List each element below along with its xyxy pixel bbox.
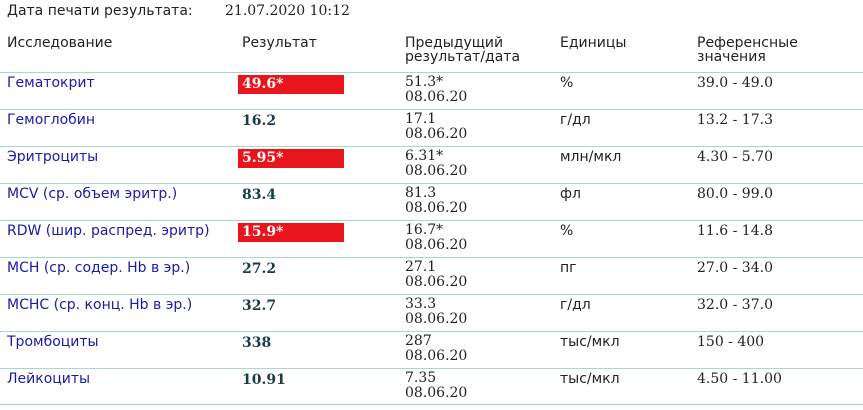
test-name-link[interactable]: MCV (ср. объем эритр.): [7, 186, 178, 202]
table-row: MCHC (ср. конц. Hb в эр.) 32.7 33.3 08.06.2…: [0, 294, 863, 331]
reference-range: 32.0 - 37.0: [697, 297, 773, 313]
test-name-link[interactable]: MCHC (ср. конц. Hb в эр.): [7, 297, 193, 313]
result-value: 5.95*: [238, 149, 344, 168]
table-row: Тромбоциты 338 287 08.06.20 тыс/мкл 150 - 400: [0, 331, 863, 368]
reference-range: 27.0 - 34.0: [697, 260, 773, 276]
previous-value: 16.7*: [405, 222, 444, 238]
header-units: Единицы: [560, 35, 627, 51]
previous-result: 7.35 08.06.20: [405, 371, 467, 401]
previous-date: 08.06.20: [405, 126, 468, 142]
result-value: 27.2: [242, 261, 277, 277]
previous-value: 81.3: [405, 185, 437, 201]
previous-date: 08.06.20: [405, 385, 468, 401]
reference-range: 80.0 - 99.0: [697, 186, 773, 202]
test-name-link[interactable]: Эритроциты: [7, 149, 99, 165]
results-table: Гематокрит 49.6* 51.3* 08.06.20% 39.0 - 49.0…: [0, 72, 863, 405]
previous-value: 7.35: [405, 370, 437, 386]
reference-range: 4.50 - 11.00: [697, 371, 782, 387]
print-date-value: 21.07.2020 10:12: [225, 3, 350, 19]
test-name-link[interactable]: RDW (шир. распред. эритр): [7, 223, 210, 239]
previous-value: 27.1: [405, 259, 437, 275]
test-name-link[interactable]: Гемоглобин: [7, 112, 96, 128]
result-value: 83.4: [242, 187, 277, 203]
test-name-link[interactable]: MCH (ср. содер. Hb в эр.): [7, 260, 191, 276]
previous-date: 08.06.20: [405, 163, 468, 179]
previous-date: 08.06.20: [405, 311, 468, 327]
table-row: Эритроциты 5.95* 6.31* 08.06.20 млн/мкл 4.30 …: [0, 146, 863, 183]
units: пг: [560, 260, 577, 276]
previous-date: 08.06.20: [405, 348, 468, 364]
table-row: Лейкоциты 10.91 7.35 08.06.20 тыс/мкл 4.50 - …: [0, 368, 863, 405]
header-name: Исследование: [7, 35, 113, 51]
previous-result: 51.3* 08.06.20: [405, 75, 467, 105]
units: г/дл: [560, 112, 591, 128]
table-row: MCH (ср. содер. Hb в эр.) 27.2 27.1 08.06.2…: [0, 257, 863, 294]
print-date-label: Дата печати результата:: [7, 3, 193, 19]
reference-range: 39.0 - 49.0: [697, 75, 773, 91]
previous-result: 16.7* 08.06.20: [405, 223, 467, 253]
units: фл: [560, 186, 581, 202]
result-value: 32.7: [242, 298, 277, 314]
previous-value: 287: [405, 333, 432, 349]
header-result: Результат: [242, 35, 317, 51]
table-row: RDW (шир. распред. эритр) 15.9* 16.7* 08.06…: [0, 220, 863, 257]
previous-date: 08.06.20: [405, 200, 468, 216]
previous-value: 51.3*: [405, 74, 444, 90]
units: г/дл: [560, 297, 591, 313]
previous-result: 6.31* 08.06.20: [405, 149, 467, 179]
header-previous: Предыдущий результат/дата: [405, 35, 521, 65]
previous-result: 287 08.06.20: [405, 334, 467, 364]
units: тыс/мкл: [560, 334, 620, 350]
test-name-link[interactable]: Гематокрит: [7, 75, 95, 91]
table-row: Гематокрит 49.6* 51.3* 08.06.20% 39.0 - 49.0: [0, 72, 863, 109]
units: %: [560, 75, 574, 91]
previous-result: 33.3 08.06.20: [405, 297, 467, 327]
units: тыс/мкл: [560, 371, 620, 387]
previous-date: 08.06.20: [405, 89, 468, 105]
test-name-link[interactable]: Тромбоциты: [7, 334, 99, 350]
previous-result: 17.1 08.06.20: [405, 112, 467, 142]
previous-result: 81.3 08.06.20: [405, 186, 467, 216]
reference-range: 11.6 - 14.8: [697, 223, 773, 239]
table-row: MCV (ср. объем эритр.) 83.4 81.3 08.06.20 фл…: [0, 183, 863, 220]
result-value: 49.6*: [238, 75, 344, 94]
result-value: 338: [242, 335, 272, 351]
previous-date: 08.06.20: [405, 274, 468, 290]
previous-result: 27.1 08.06.20: [405, 260, 467, 290]
previous-value: 33.3: [405, 296, 437, 312]
header-reference: Референсные значения: [697, 35, 798, 65]
table-row: Гемоглобин 16.2 17.1 08.06.20 г/дл 13.2 - 17.…: [0, 109, 863, 146]
result-value: 16.2: [242, 113, 277, 129]
test-name-link[interactable]: Лейкоциты: [7, 371, 91, 387]
reference-range: 4.30 - 5.70: [697, 149, 773, 165]
previous-date: 08.06.20: [405, 237, 468, 253]
units: млн/мкл: [560, 149, 622, 165]
table-header: Исследование Результат Предыдущий резуль…: [0, 36, 863, 72]
result-value: 15.9*: [238, 223, 344, 242]
result-value: 10.91: [242, 372, 286, 388]
previous-value: 6.31*: [405, 148, 444, 164]
previous-value: 17.1: [405, 111, 437, 127]
units: %: [560, 223, 574, 239]
reference-range: 13.2 - 17.3: [697, 112, 773, 128]
reference-range: 150 - 400: [697, 334, 765, 350]
